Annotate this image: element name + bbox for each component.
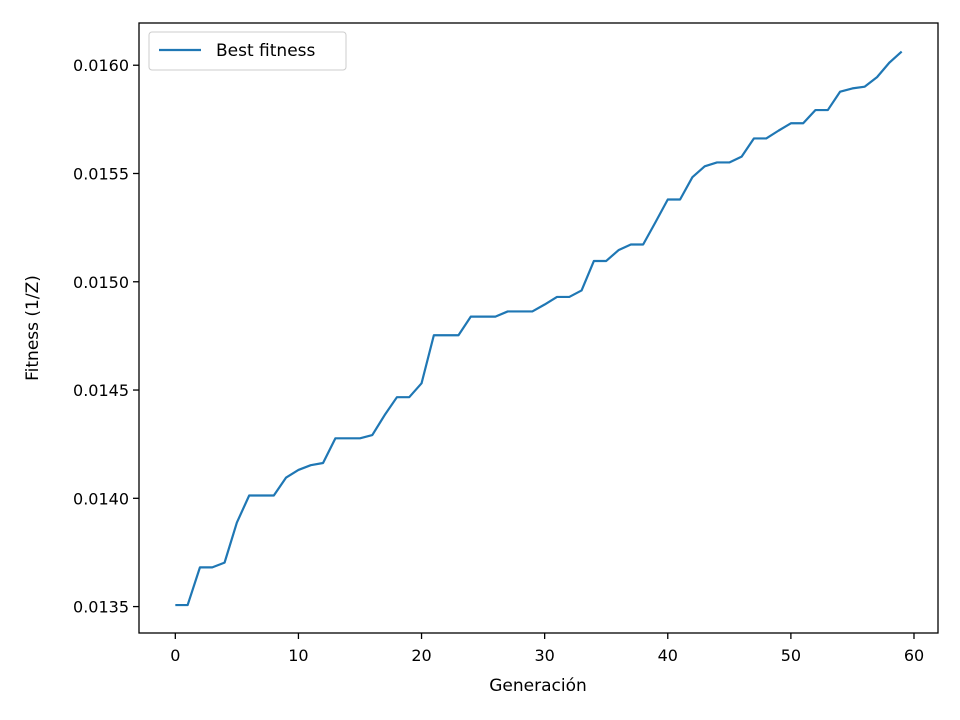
x-axis-title: Generación bbox=[489, 676, 587, 696]
x-tick-label: 20 bbox=[411, 646, 431, 665]
y-axis-title: Fitness (1/Z) bbox=[23, 275, 43, 381]
x-axis-ticks: 0 10 20 30 40 50 60 bbox=[170, 633, 924, 665]
y-tick-label: 0.0155 bbox=[73, 164, 129, 183]
y-tick-label: 0.0145 bbox=[73, 381, 129, 400]
y-tick-label: 0.0135 bbox=[73, 598, 129, 617]
plot-area bbox=[175, 50, 903, 607]
x-tick-label: 50 bbox=[781, 646, 801, 665]
y-axis-ticks: 0.0135 0.0140 0.0145 0.0150 0.0155 0.0160 bbox=[73, 56, 139, 617]
legend-label: Best fitness bbox=[216, 41, 316, 61]
series-line-best-fitness bbox=[175, 50, 903, 607]
x-tick-label: 60 bbox=[904, 646, 924, 665]
x-tick-label: 0 bbox=[170, 646, 180, 665]
legend-box bbox=[148, 31, 347, 71]
x-tick-label: 30 bbox=[534, 646, 554, 665]
y-tick-label: 0.0140 bbox=[73, 489, 129, 508]
y-tick-label: 0.0160 bbox=[73, 56, 129, 75]
x-tick-label: 10 bbox=[288, 646, 308, 665]
y-tick-label: 0.0150 bbox=[73, 273, 129, 292]
legend: Best fitness bbox=[148, 31, 347, 71]
axes-frame bbox=[138, 22, 939, 634]
x-tick-label: 40 bbox=[658, 646, 678, 665]
